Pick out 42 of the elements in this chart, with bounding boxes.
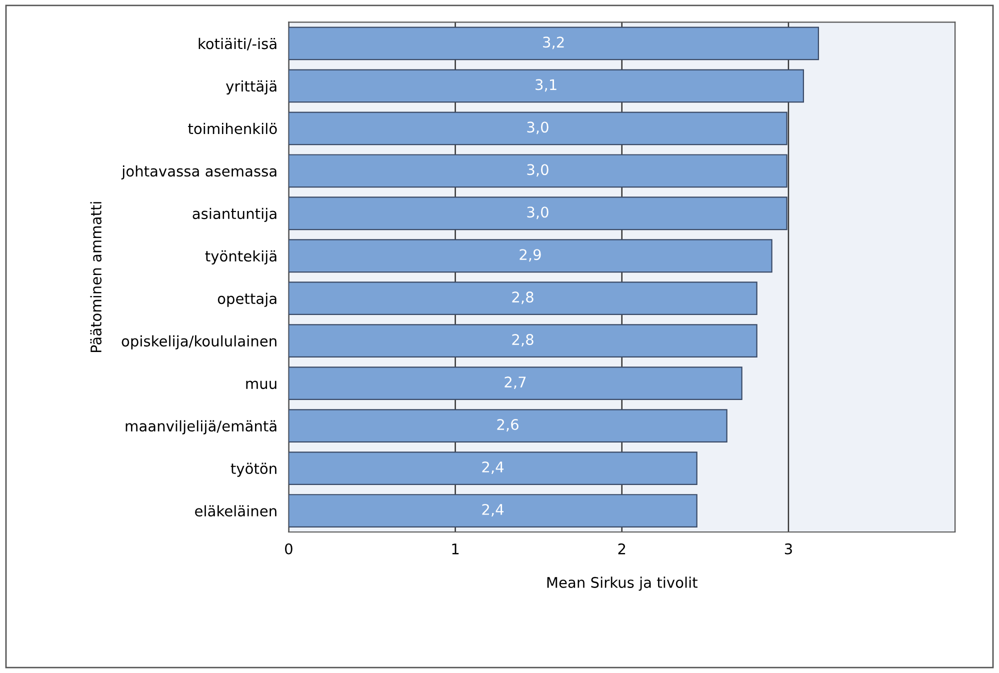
y-tick-label: yrittäjä [226, 80, 276, 95]
bar [288, 112, 788, 146]
data-label: 3,1 [536, 79, 556, 92]
y-tick-label: opiskelija/koululainen [122, 335, 276, 350]
bar [288, 409, 728, 442]
data-label: 2,8 [512, 292, 534, 304]
y-tick-label: kotiäiti/-isä [198, 38, 276, 50]
x-tick-label: 0 [285, 543, 292, 554]
y-tick-label: johtavassa asemassa [121, 165, 276, 180]
data-label: 3,0 [527, 122, 548, 134]
bar [288, 282, 758, 316]
y-tick-label: maanviljelijä/emäntä [126, 420, 276, 434]
bar [288, 26, 819, 60]
data-label: 2,4 [482, 504, 504, 516]
data-label: 3,2 [543, 36, 564, 50]
x-axis-title: Mean Sirkus ja tivolit [547, 576, 698, 591]
bar [288, 196, 788, 230]
data-label: 3,0 [527, 206, 548, 220]
bar [288, 239, 772, 273]
y-tick-label: työntekijä [205, 250, 276, 264]
data-label: 2,4 [482, 461, 504, 474]
y-axis-title: Päätominen ammatti [90, 202, 102, 352]
y-tick-label: asiantuntija [192, 208, 276, 222]
y-tick-label: toimihenkilö [188, 122, 277, 134]
y-tick-label: eläkeläinen [195, 505, 276, 517]
data-label: 2,6 [497, 419, 518, 432]
bar [288, 324, 758, 358]
y-tick-label: muu [246, 380, 276, 390]
data-label: 3,0 [527, 164, 548, 177]
x-tick-label: 2 [618, 543, 626, 554]
x-tick-label: 1 [452, 544, 459, 554]
bar [288, 494, 698, 528]
bar [288, 366, 742, 400]
data-label: 2,9 [520, 249, 541, 262]
bar [288, 69, 804, 103]
bar [288, 452, 698, 485]
data-label: 2,8 [512, 334, 534, 347]
data-label: 2,7 [504, 376, 526, 390]
x-tick-label: 3 [784, 543, 792, 554]
bar [288, 154, 788, 188]
y-tick-label: opettaja [218, 292, 276, 307]
y-tick-label: työtön [230, 462, 276, 477]
